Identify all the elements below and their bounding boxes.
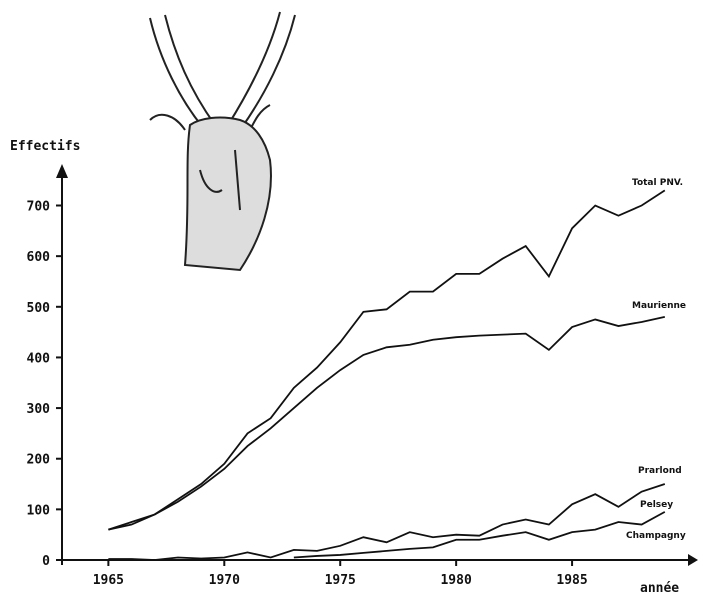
series-label: Prarlond bbox=[638, 466, 682, 476]
series-label: Total PNV. bbox=[632, 178, 683, 188]
y-tick-label: 300 bbox=[27, 402, 51, 417]
ibex-illustration bbox=[150, 12, 295, 270]
y-axis-label: Effectifs bbox=[10, 139, 80, 154]
series-label: Maurienne bbox=[632, 301, 686, 311]
x-axis-label: année bbox=[640, 581, 679, 596]
series-label: Champagny bbox=[626, 531, 686, 541]
x-tick-label: 1980 bbox=[440, 573, 471, 588]
series-line bbox=[108, 484, 664, 560]
y-tick-label: 500 bbox=[27, 301, 51, 316]
x-axis-arrow bbox=[688, 554, 698, 566]
y-tick-label: 200 bbox=[27, 453, 51, 468]
series-line bbox=[108, 317, 664, 530]
page: {"chart_data": {"type": "line", "y_label… bbox=[0, 0, 701, 602]
y-tick-label: 400 bbox=[27, 351, 51, 366]
y-axis-arrow bbox=[56, 164, 68, 178]
series-label: Pelsey bbox=[640, 500, 673, 510]
chart: Effectifs année 0 100 200 300 400 500 600 700 19… bbox=[0, 0, 701, 598]
x-tick-label: 1970 bbox=[209, 573, 240, 588]
x-tick-label: 1965 bbox=[93, 573, 124, 588]
x-tick-label: 1975 bbox=[325, 573, 356, 588]
y-tick-label: 100 bbox=[27, 503, 51, 518]
x-tick-label: 1985 bbox=[556, 573, 587, 588]
y-tick-label: 600 bbox=[27, 250, 51, 265]
y-tick-label: 700 bbox=[27, 200, 51, 215]
y-tick-label: 0 bbox=[42, 554, 50, 569]
series-line bbox=[294, 512, 665, 558]
